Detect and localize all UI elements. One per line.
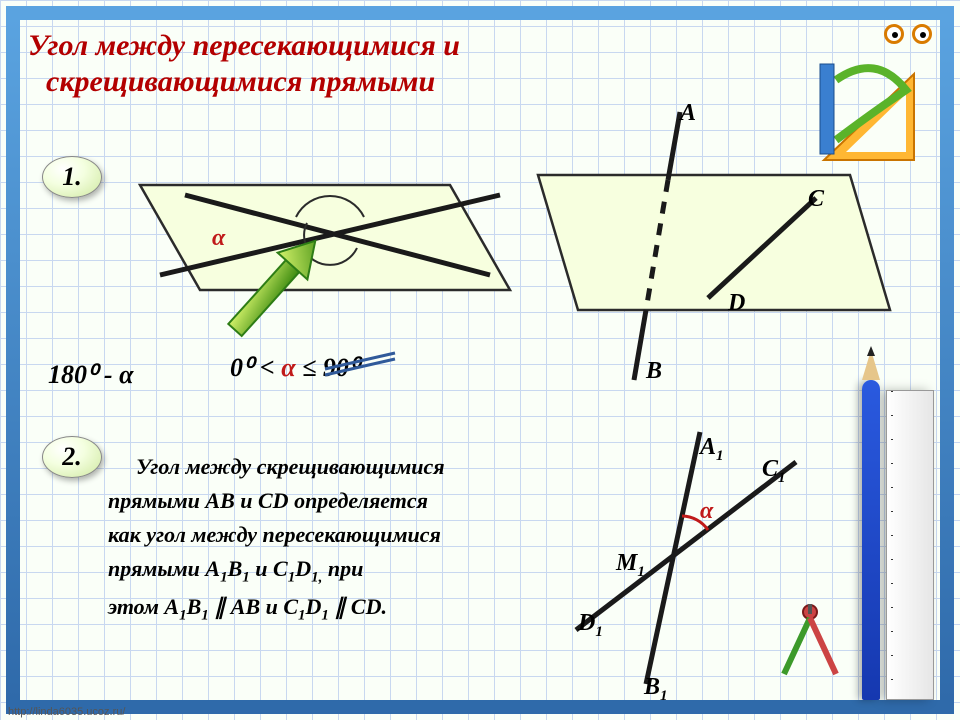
C1s: 1 (778, 470, 786, 486)
label-C1: С1 (762, 456, 786, 487)
B1t: В (644, 674, 660, 700)
A1t: А (700, 434, 716, 460)
ruler-icon (886, 390, 934, 700)
alpha-label-2: α (700, 498, 713, 525)
M1s: 1 (637, 564, 645, 580)
label-B1: В1 (644, 674, 668, 705)
label-A1: А1 (700, 434, 724, 465)
B1s: 1 (660, 688, 668, 704)
pencil-icon (862, 380, 880, 700)
D1s: 1 (595, 624, 603, 640)
D1t: D (578, 610, 595, 636)
drafting-tools-icon (816, 60, 926, 180)
label-D1: D1 (578, 610, 603, 641)
label-M1: М1 (616, 550, 645, 581)
M1t: М (616, 550, 637, 576)
footer-url: http://linda6035.ucoz.ru/ (8, 706, 125, 718)
A1s: 1 (716, 448, 724, 464)
content-area: Угол между пересекающимися и скрещивающи… (20, 20, 940, 700)
owl-icon (882, 16, 934, 58)
compass-icon (770, 600, 850, 680)
C1t: С (762, 456, 778, 482)
